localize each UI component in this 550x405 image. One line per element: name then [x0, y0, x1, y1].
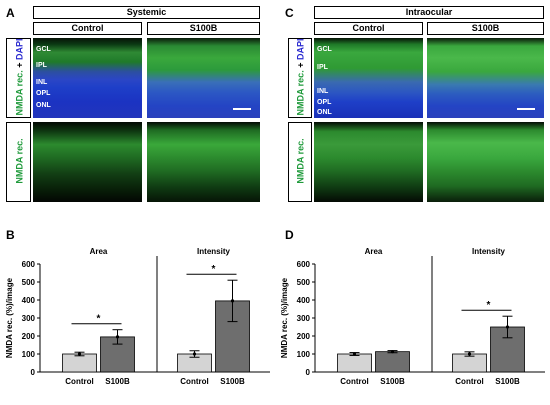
panel-c-row1-label-box: NMDA rec. + DAPI — [288, 38, 312, 118]
layer-label-inl: INL — [317, 88, 329, 95]
layer-label-opl: OPL — [36, 90, 51, 97]
panel-c-col-control: Control — [314, 22, 423, 35]
layer-label-onl: ONL — [36, 102, 51, 109]
micrograph-a-control-nmda — [33, 122, 142, 202]
chart-d: NMDA rec. (%)/image 0 100 200 300 400 500 600 Ar… — [280, 247, 545, 386]
significance-star: * — [212, 264, 216, 275]
micrograph-c-s100b-merge — [427, 38, 544, 118]
layer-label-gcl: GCL — [36, 46, 51, 53]
micrograph-a-control-merge: GCL IPL INL OPL ONL — [33, 38, 142, 118]
group-title: Intensity — [197, 247, 230, 256]
category-label: S100B — [495, 377, 520, 386]
y-axis-label: NMDA rec. (%)/image — [280, 277, 289, 358]
significance-star: * — [487, 300, 491, 311]
panel-letter-b: B — [6, 228, 15, 242]
layer-label-ipl: IPL — [317, 64, 328, 71]
category-label: Control — [65, 377, 93, 386]
mean-point — [77, 352, 82, 356]
y-tick-label: 600 — [297, 260, 311, 269]
mean-point — [505, 325, 510, 329]
y-tick-label: 400 — [297, 296, 311, 305]
y-tick-label: 600 — [22, 260, 36, 269]
scale-bar — [233, 108, 251, 110]
label-green-part: NMDA rec. — [295, 70, 306, 116]
panel-a-row1-label-box: NMDA rec. + DAPI — [6, 38, 31, 118]
y-tick-label: 200 — [22, 332, 36, 341]
y-tick-label: 500 — [22, 278, 36, 287]
category-label: S100B — [105, 377, 130, 386]
mean-point — [192, 352, 197, 356]
group-title: Area — [90, 247, 108, 256]
mean-point — [230, 299, 235, 303]
panel-letter-d: D — [285, 228, 294, 242]
panel-c-row1-label: NMDA rec. + DAPI — [296, 35, 306, 120]
mean-point — [115, 335, 120, 339]
y-tick-label: 200 — [297, 332, 311, 341]
y-tick-label: 300 — [22, 314, 36, 323]
panel-a-row1-label: NMDA rec. + DAPI — [15, 35, 25, 120]
panel-a-row2-label-box: NMDA rec. — [6, 122, 31, 202]
panel-letter-c: C — [285, 6, 294, 20]
label-plus: + — [295, 60, 306, 71]
group-title: Area — [365, 247, 383, 256]
y-tick-label: 100 — [22, 350, 36, 359]
mean-point — [352, 352, 357, 356]
panel-a-title: Systemic — [33, 6, 260, 19]
panel-c-col-s100b: S100B — [427, 22, 544, 35]
micrograph-a-s100b-nmda — [147, 122, 260, 202]
layer-label-inl: INL — [36, 79, 48, 86]
chart-b: NMDA rec. (%)/image 0 100 200 300 400 500 600 Ar… — [5, 247, 270, 386]
bar — [452, 353, 487, 373]
mean-point — [390, 350, 395, 354]
panel-c-row2-label: NMDA rec. — [295, 138, 306, 184]
bar — [62, 353, 97, 373]
mean-point — [467, 352, 472, 356]
y-axis-label: NMDA rec. (%)/image — [5, 277, 14, 358]
y-tick-label: 0 — [31, 368, 36, 377]
category-label: Control — [180, 377, 208, 386]
category-label: Control — [455, 377, 483, 386]
bar — [337, 353, 372, 373]
panel-letter-a: A — [6, 6, 15, 20]
micrograph-a-s100b-merge — [147, 38, 260, 118]
panel-a-col-control: Control — [33, 22, 142, 35]
label-plus: + — [14, 60, 25, 71]
label-blue-part: DAPI — [14, 38, 25, 61]
category-label: S100B — [380, 377, 405, 386]
layer-label-ipl: IPL — [36, 62, 47, 69]
panel-c-row2-label-box: NMDA rec. — [288, 122, 312, 202]
bar — [375, 351, 410, 373]
category-label: S100B — [220, 377, 245, 386]
micrograph-c-control-nmda — [314, 122, 423, 202]
panel-a-col-s100b: S100B — [147, 22, 260, 35]
y-tick-label: 500 — [297, 278, 311, 287]
y-tick-label: 100 — [297, 350, 311, 359]
y-tick-label: 0 — [306, 368, 311, 377]
layer-label-opl: OPL — [317, 99, 332, 106]
label-green-part: NMDA rec. — [14, 70, 25, 116]
category-label: Control — [340, 377, 368, 386]
y-tick-label: 300 — [297, 314, 311, 323]
panel-c-title: Intraocular — [314, 6, 544, 19]
y-tick-label: 400 — [22, 296, 36, 305]
micrograph-c-s100b-nmda — [427, 122, 544, 202]
group-title: Intensity — [472, 247, 505, 256]
label-blue-part: DAPI — [295, 38, 306, 61]
layer-label-gcl: GCL — [317, 46, 332, 53]
layer-label-onl: ONL — [317, 109, 332, 116]
micrograph-c-control-merge: GCL IPL INL OPL ONL — [314, 38, 423, 118]
scale-bar — [517, 108, 535, 110]
significance-star: * — [97, 314, 101, 325]
panel-a-row2-label: NMDA rec. — [14, 138, 25, 184]
